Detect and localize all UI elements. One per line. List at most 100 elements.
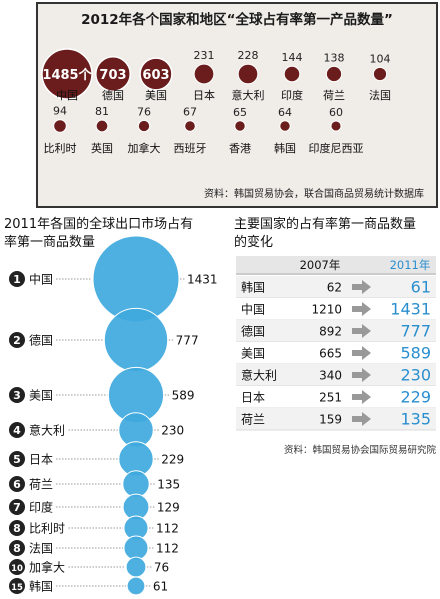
bubble-2012 (184, 120, 196, 132)
table-row (236, 386, 436, 408)
rank-number: 10 (11, 564, 23, 574)
table-title: 主要国家的占有率第一商品数量 (234, 216, 416, 232)
value-2011-cell: 61 (411, 278, 431, 297)
bubble-value-label: 229 (161, 453, 184, 467)
bubble-value-label: 129 (157, 501, 180, 515)
bubble-value-label: 135 (157, 478, 180, 492)
bubble-value-label: 228 (238, 49, 259, 62)
value-2007-cell: 892 (319, 325, 342, 339)
bubble-category-label: 香港 (229, 142, 251, 155)
bubble-value-label: 60 (329, 106, 343, 119)
arrow-icon (352, 302, 371, 316)
bubble-2012 (193, 63, 215, 85)
country-cell: 韩国 (241, 280, 265, 295)
country-cell: 荷兰 (241, 413, 265, 427)
bubble-category-label: 西班牙 (174, 142, 207, 155)
rank-badge (9, 271, 25, 287)
rank-badge (9, 559, 25, 575)
bubble-2012 (41, 48, 93, 100)
bubble-value-label: 76 (154, 561, 169, 575)
table-row (236, 342, 436, 364)
column-header: 2011年 (390, 258, 431, 272)
bubble-value-label: 67 (183, 106, 197, 119)
rank-number: 5 (13, 453, 21, 466)
country-label: 日本 (29, 453, 53, 467)
rank-badge (9, 476, 25, 492)
table-source: 资料：韩国贸易协会国际贸易研究院 (284, 444, 437, 456)
bubble-2011 (123, 535, 149, 561)
bubble-category-label: 英国 (91, 141, 113, 155)
bubble-category-label: 印度 (281, 88, 303, 102)
bubble-2012 (95, 119, 109, 133)
rank-badge (9, 578, 25, 594)
bubble-value-label: 138 (324, 51, 345, 64)
country-label: 意大利 (29, 423, 65, 438)
table-row (236, 408, 436, 430)
bubble-value-label: 703 (99, 68, 126, 83)
top-chart-source: 资料：韩国贸易协会，联合国商品贸易统计数据库 (204, 187, 424, 200)
arrow-icon (352, 412, 371, 426)
bubble-2011 (125, 556, 147, 578)
bubble-2012 (330, 120, 342, 132)
bubble-value-label: 61 (153, 580, 168, 594)
bubble-2012 (137, 119, 151, 133)
arrow-icon (352, 368, 371, 382)
value-2007-cell: 665 (319, 347, 342, 361)
bubble-value-label: 65 (233, 106, 247, 119)
rank-number: 15 (11, 583, 23, 593)
bubble-value-label: 230 (161, 424, 184, 438)
country-label: 比利时 (29, 522, 65, 536)
bubble-2011 (126, 576, 146, 596)
table-row (236, 364, 436, 386)
arrow-icon (352, 346, 371, 360)
bubble-category-label: 中国 (56, 89, 78, 102)
bubble-value-label: 1431 (187, 273, 218, 287)
bubble-category-label: 德国 (102, 88, 124, 102)
bubble-value-label: 104 (370, 52, 391, 65)
bubble-value-label: 112 (156, 542, 179, 556)
country-label: 加拿大 (29, 560, 65, 575)
value-2011-cell: 777 (400, 322, 431, 341)
arrow-icon (352, 280, 371, 294)
bubble-category-label: 印度尼西亚 (309, 141, 364, 155)
country-cell: 日本 (241, 391, 265, 405)
country-label: 德国 (29, 333, 53, 348)
bubble-value-label: 64 (278, 106, 292, 119)
bubble-category-label: 美国 (145, 89, 167, 102)
rank-number: 7 (13, 501, 21, 514)
country-cell: 美国 (241, 347, 265, 361)
rank-number: 2 (13, 334, 21, 347)
bubble-value-label: 112 (156, 522, 179, 536)
country-cell: 中国 (241, 302, 265, 317)
value-2011-cell: 135 (400, 410, 431, 429)
table-header (236, 256, 436, 273)
bubble-2012 (95, 56, 131, 92)
bubble-value-label: 1485个 (42, 67, 92, 83)
rank-badge (9, 422, 25, 438)
bubble-2012 (53, 119, 67, 133)
value-2011-cell: 589 (400, 344, 431, 363)
bubble-2012 (325, 65, 343, 83)
top-chart-title: 2012年各个国家和地区“全球占有率第一产品数量” (81, 11, 393, 28)
bubble-category-label: 法国 (369, 88, 391, 102)
table-row (236, 320, 436, 342)
rank-badge (9, 332, 25, 348)
value-2011-cell: 1431 (390, 300, 431, 319)
bubble-category-label: 加拿大 (128, 141, 161, 155)
rank-number: 6 (13, 478, 21, 491)
arrow-icon (352, 324, 371, 338)
arrow-icon (352, 390, 371, 404)
bottom-chart-title: 率第一商品数量 (4, 234, 95, 250)
value-2011-cell: 229 (400, 388, 431, 407)
rank-number: 4 (13, 424, 21, 437)
bubble-value-label: 777 (176, 334, 199, 348)
bubble-2012 (237, 63, 259, 85)
country-label: 美国 (29, 389, 53, 403)
rank-number: 3 (13, 389, 21, 402)
table-row (236, 276, 436, 298)
top-panel-frame (36, 2, 438, 208)
rank-number: 8 (13, 542, 21, 555)
bubble-value-label: 603 (142, 68, 169, 83)
bubble-category-label: 日本 (193, 88, 215, 102)
